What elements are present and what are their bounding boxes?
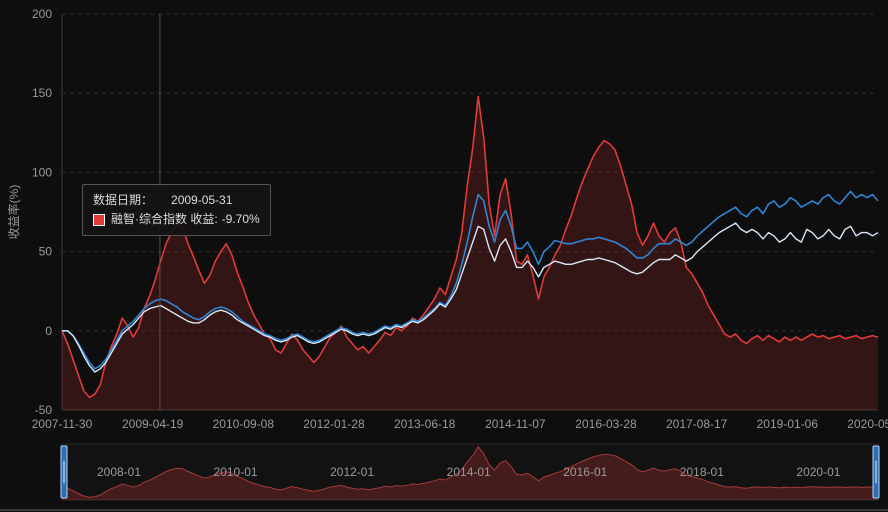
svg-text:收益率(%): 收益率(%) [6,185,21,240]
svg-text:50: 50 [39,245,53,259]
svg-text:200: 200 [32,7,52,21]
svg-text:2014-01: 2014-01 [447,465,491,479]
tooltip-date-label: 数据日期： [93,191,153,210]
returns-chart: { "chart": { "type": "line", "width": 88… [0,0,888,512]
svg-text:2012-01: 2012-01 [330,465,374,479]
tooltip-date-value: 2009-05-31 [171,191,232,210]
svg-text:2014-11-07: 2014-11-07 [485,417,546,431]
svg-text:2017-08-17: 2017-08-17 [666,417,728,431]
svg-text:2020-01: 2020-01 [796,465,840,479]
svg-text:150: 150 [32,86,52,100]
svg-text:2010-01: 2010-01 [214,465,258,479]
tooltip-series-value: -9.70% [222,210,260,229]
svg-text:100: 100 [32,165,52,179]
svg-text:2020-05-27: 2020-05-27 [847,417,888,431]
svg-text:2007-11-30: 2007-11-30 [32,417,93,431]
svg-text:2018-01: 2018-01 [680,465,724,479]
svg-text:2010-09-08: 2010-09-08 [213,417,275,431]
tooltip-series-label: 融智·综合指数 收益: [111,210,218,229]
svg-text:2012-01-28: 2012-01-28 [303,417,365,431]
svg-text:2016-01: 2016-01 [563,465,607,479]
svg-text:2009-04-19: 2009-04-19 [122,417,184,431]
svg-text:0: 0 [45,324,52,338]
svg-text:-50: -50 [35,403,53,417]
svg-text:2008-01: 2008-01 [97,465,141,479]
chart-tooltip: 数据日期： 2009-05-31 融智·综合指数 收益: -9.70% [82,184,271,236]
svg-text:2013-06-18: 2013-06-18 [394,417,456,431]
tooltip-swatch [93,214,105,226]
svg-text:2016-03-28: 2016-03-28 [575,417,637,431]
svg-text:2019-01-06: 2019-01-06 [757,417,819,431]
chart-svg: -50 0 50 100 150 200 收益率(%) 2007-11-30 2009-04-1… [0,0,888,512]
